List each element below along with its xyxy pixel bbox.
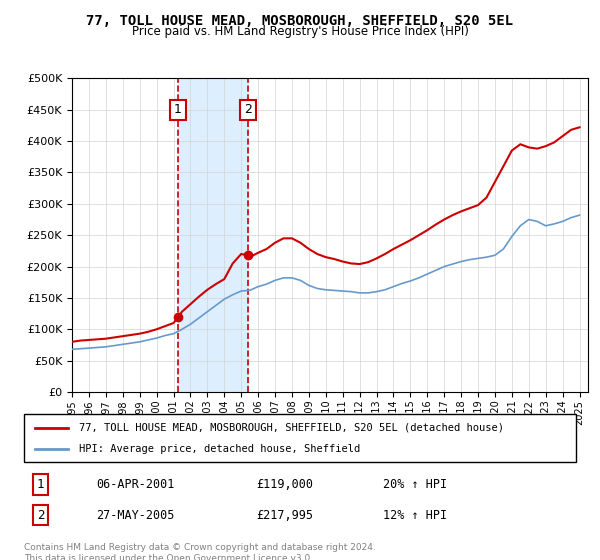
Text: 1: 1 — [174, 103, 182, 116]
Text: 1: 1 — [37, 478, 44, 491]
Text: 77, TOLL HOUSE MEAD, MOSBOROUGH, SHEFFIELD, S20 5EL (detached house): 77, TOLL HOUSE MEAD, MOSBOROUGH, SHEFFIE… — [79, 423, 504, 433]
Text: 77, TOLL HOUSE MEAD, MOSBOROUGH, SHEFFIELD, S20 5EL: 77, TOLL HOUSE MEAD, MOSBOROUGH, SHEFFIE… — [86, 14, 514, 28]
Text: HPI: Average price, detached house, Sheffield: HPI: Average price, detached house, Shef… — [79, 444, 361, 454]
Text: 20% ↑ HPI: 20% ↑ HPI — [383, 478, 447, 491]
Text: 12% ↑ HPI: 12% ↑ HPI — [383, 508, 447, 522]
Text: 06-APR-2001: 06-APR-2001 — [96, 478, 174, 491]
Text: 2: 2 — [244, 103, 252, 116]
Text: 2: 2 — [37, 508, 44, 522]
Text: 27-MAY-2005: 27-MAY-2005 — [96, 508, 174, 522]
Text: £119,000: £119,000 — [256, 478, 313, 491]
Bar — [178, 78, 248, 392]
FancyBboxPatch shape — [24, 414, 576, 462]
Text: Price paid vs. HM Land Registry's House Price Index (HPI): Price paid vs. HM Land Registry's House … — [131, 25, 469, 38]
Text: £217,995: £217,995 — [256, 508, 313, 522]
Text: Contains HM Land Registry data © Crown copyright and database right 2024.
This d: Contains HM Land Registry data © Crown c… — [24, 543, 376, 560]
